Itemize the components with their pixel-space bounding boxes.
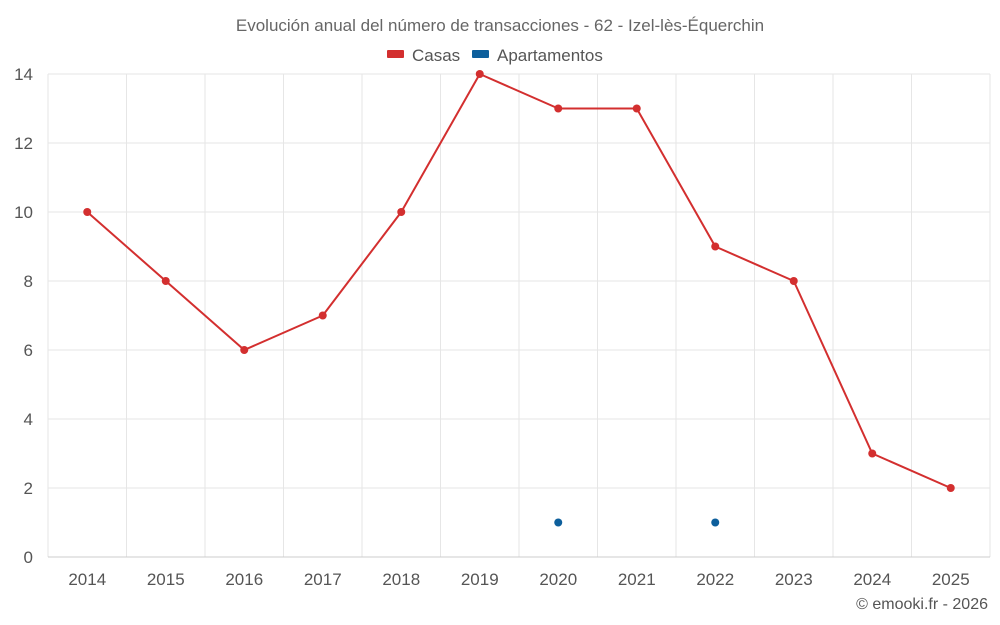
legend-item-casas[interactable]: Casas <box>387 46 460 65</box>
y-tick-label: 6 <box>24 341 33 360</box>
x-tick-label: 2024 <box>853 570 891 589</box>
data-point-casas <box>711 242 720 251</box>
x-tick-label: 2015 <box>147 570 185 589</box>
series-line-casas <box>86 73 952 489</box>
x-tick-label: 2021 <box>618 570 656 589</box>
x-tick-label: 2016 <box>225 570 263 589</box>
data-point-casas <box>868 449 877 458</box>
chart-title: Evolución anual del número de transaccio… <box>236 16 764 35</box>
x-tick-label: 2019 <box>461 570 499 589</box>
y-axis-ticks: 0 2 4 6 8 10 12 14 <box>14 65 33 567</box>
series-layer <box>83 70 955 527</box>
x-tick-label: 2014 <box>68 570 106 589</box>
data-point-apartamentos <box>711 518 720 527</box>
series-apartamentos <box>554 518 720 527</box>
x-tick-label: 2018 <box>382 570 420 589</box>
data-point-casas <box>240 346 249 354</box>
data-point-casas <box>161 277 170 285</box>
data-point-casas <box>397 208 406 216</box>
series-casas <box>83 70 955 492</box>
data-point-casas <box>318 311 327 320</box>
y-tick-label: 4 <box>24 410 33 429</box>
x-axis-ticks: 2014 2015 2016 2017 2018 2019 2020 2021 2022 2023… <box>68 570 969 589</box>
legend-label-casas: Casas <box>412 46 460 65</box>
y-tick-label: 0 <box>24 548 33 567</box>
data-point-casas <box>789 277 798 285</box>
data-point-casas <box>632 104 641 113</box>
x-tick-label: 2017 <box>304 570 342 589</box>
data-point-casas <box>83 208 92 216</box>
y-tick-label: 10 <box>14 203 33 222</box>
x-gridlines <box>47 74 991 557</box>
y-tick-label: 14 <box>14 65 33 84</box>
data-point-casas <box>554 104 563 113</box>
y-tick-label: 2 <box>24 479 33 498</box>
legend-swatch-casas <box>387 50 404 58</box>
data-point-apartamentos <box>554 518 563 527</box>
legend: Casas Apartamentos <box>387 46 603 65</box>
x-tick-label: 2023 <box>775 570 813 589</box>
data-point-casas <box>475 70 484 78</box>
x-tick-label: 2022 <box>696 570 734 589</box>
data-point-casas <box>946 484 955 492</box>
credit-text: © emooki.fr - 2026 <box>856 596 988 613</box>
y-tick-label: 8 <box>24 272 33 291</box>
x-tick-label: 2025 <box>932 570 970 589</box>
legend-label-apartamentos: Apartamentos <box>497 46 603 65</box>
y-tick-label: 12 <box>14 134 33 153</box>
x-tick-label: 2020 <box>539 570 577 589</box>
legend-swatch-apartamentos <box>472 50 489 58</box>
legend-item-apartamentos[interactable]: Apartamentos <box>472 46 603 65</box>
